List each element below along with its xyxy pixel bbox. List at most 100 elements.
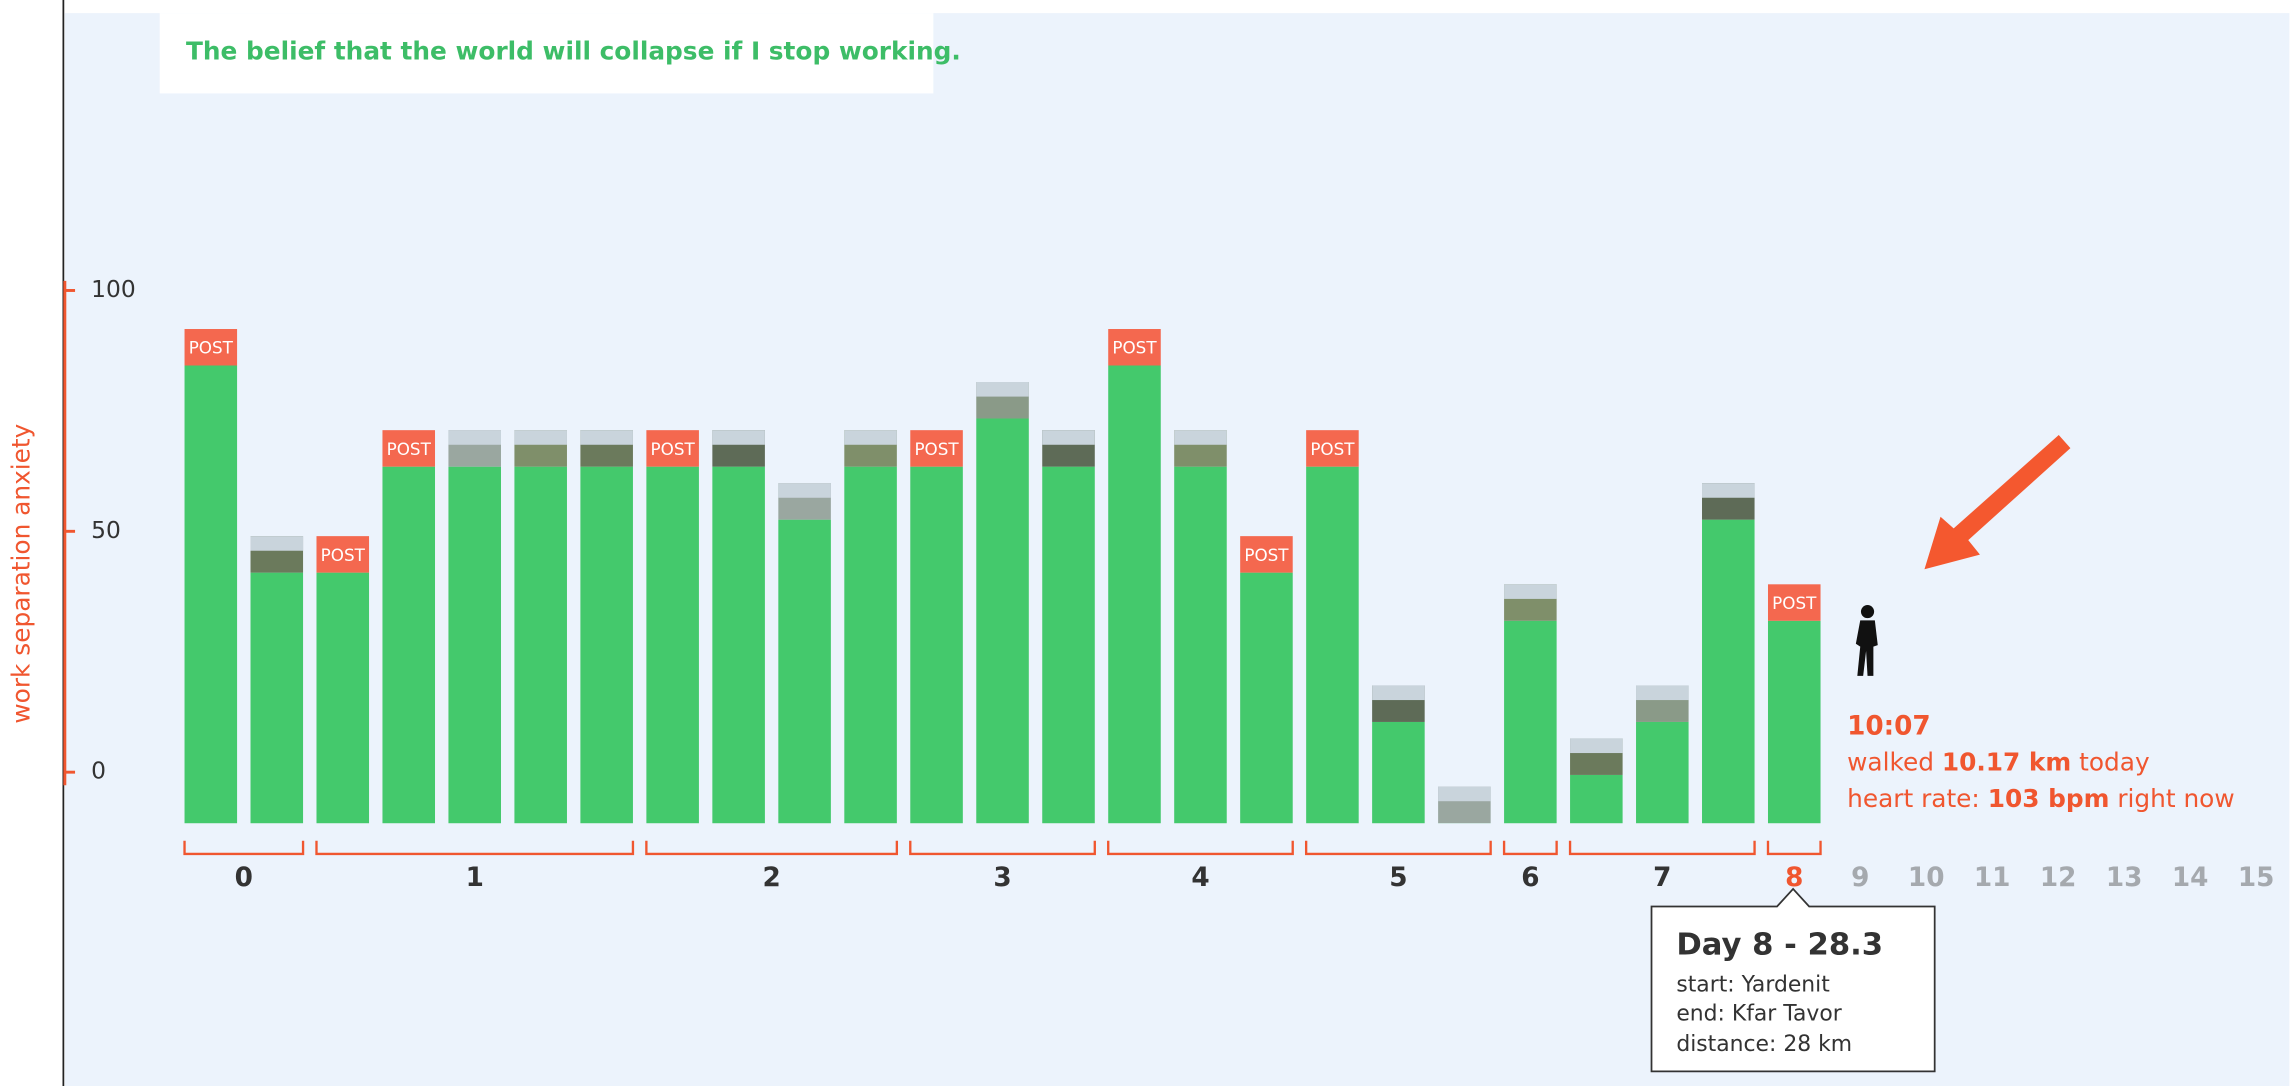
day-bracket <box>909 840 1096 856</box>
tooltip: Day 8 - 28.3 start: Yardenit end: Kfar T… <box>1650 887 1936 1073</box>
bar <box>1702 519 1755 824</box>
post-label: POST <box>1244 545 1289 565</box>
photo-sky <box>250 536 304 551</box>
day-bracket <box>183 840 305 856</box>
title-box <box>159 13 934 94</box>
bar <box>778 519 831 824</box>
post-label: POST <box>321 545 366 565</box>
walked-suffix: today <box>2079 747 2150 776</box>
bar <box>1504 620 1557 824</box>
photo-sky <box>1702 483 1755 498</box>
x-tick-label: 3 <box>993 863 1011 893</box>
status-time: 10:07 <box>1847 711 1931 741</box>
bar <box>1372 721 1425 824</box>
x-tick-label: 2 <box>762 863 780 893</box>
chart-title: The belief that the world will collapse … <box>186 37 961 66</box>
bar <box>250 572 304 824</box>
photo-sky <box>1504 584 1557 599</box>
tooltip-box <box>1650 887 1936 1073</box>
future-day-label: 11 <box>1974 863 2011 893</box>
post-label: POST <box>914 439 959 459</box>
photo-sky <box>448 430 501 445</box>
bar <box>1042 466 1095 824</box>
future-day-label: 14 <box>2172 863 2209 893</box>
post-label: POST <box>387 439 432 459</box>
photo-sky <box>976 381 1029 397</box>
bar <box>976 418 1029 824</box>
future-day-label: 12 <box>2040 863 2077 893</box>
post-cap <box>1240 536 1293 573</box>
bar <box>382 466 436 824</box>
photo-sky <box>1636 685 1689 701</box>
bar <box>1240 572 1293 824</box>
photo-sky <box>580 430 633 445</box>
y-tick-label: 0 <box>91 757 106 785</box>
post-label: POST <box>651 439 696 459</box>
y-tick-label: 100 <box>91 275 136 303</box>
future-day-label: 10 <box>1908 863 1945 893</box>
photo-sky <box>778 483 831 498</box>
photo-sky <box>1438 786 1491 802</box>
bar <box>646 466 699 824</box>
day-bracket <box>1304 840 1492 856</box>
day-bracket <box>315 840 635 856</box>
bar <box>844 466 897 824</box>
heart-prefix: heart rate: <box>1847 784 1980 813</box>
bar <box>1306 466 1359 824</box>
x-tick-label: 7 <box>1653 863 1671 893</box>
tooltip-distance: distance: 28 km <box>1676 1032 1852 1057</box>
bar <box>448 466 501 824</box>
day-bracket <box>1568 840 1756 856</box>
x-tick-label: 5 <box>1389 863 1407 893</box>
photo-sky <box>844 430 897 445</box>
bar <box>184 365 238 824</box>
tooltip-title: Day 8 - 28.3 <box>1676 927 1883 962</box>
x-tick-label: 1 <box>466 863 484 893</box>
walker-icon <box>1855 605 1878 676</box>
x-tick-label: 0 <box>235 863 253 893</box>
x-tick-label: 6 <box>1521 863 1539 893</box>
photo-sky <box>1042 430 1095 445</box>
day-bracket <box>645 840 899 856</box>
bar <box>316 572 370 824</box>
post-label: POST <box>1772 593 1817 613</box>
post-cap <box>316 536 370 573</box>
post-cap <box>382 430 436 467</box>
x-tick-label: 8 <box>1785 863 1803 893</box>
post-cap <box>184 329 238 366</box>
future-day-label: 9 <box>1851 863 1869 893</box>
walked-value: 10.17 km <box>1942 747 2071 776</box>
bar <box>1108 365 1161 824</box>
day-bracket <box>1107 840 1294 856</box>
future-day-label: 15 <box>2238 863 2275 893</box>
bar <box>514 466 567 824</box>
tooltip-start: start: Yardenit <box>1676 972 1830 997</box>
post-cap <box>1108 329 1161 366</box>
bar <box>712 466 765 824</box>
walked-prefix: walked <box>1847 747 1934 776</box>
photo-sky <box>712 430 765 445</box>
y-tick-label: 50 <box>91 516 121 544</box>
pointer-arrow <box>1924 434 2071 570</box>
post-cap <box>646 430 699 467</box>
day-bracket <box>1502 840 1558 856</box>
post-cap <box>1767 584 1821 621</box>
tooltip-end: end: Kfar Tavor <box>1676 1001 1841 1026</box>
bar <box>1636 721 1689 824</box>
x-tick-label: 4 <box>1191 863 1209 893</box>
bar <box>580 466 633 824</box>
y-axis-label: work separation anxiety <box>7 424 36 724</box>
post-cap <box>910 430 963 467</box>
heart-suffix: right now <box>2117 784 2234 813</box>
status-heart: heart rate: 103 bpm right now <box>1847 784 2235 813</box>
post-cap <box>1306 430 1359 467</box>
status-walked: walked 10.17 km today <box>1847 747 2150 776</box>
post-label: POST <box>1112 338 1157 358</box>
photo-sky <box>1372 685 1425 701</box>
bar <box>1174 466 1227 824</box>
post-label: POST <box>1310 439 1355 459</box>
bar <box>1767 620 1821 824</box>
photo-sky <box>1174 430 1227 445</box>
